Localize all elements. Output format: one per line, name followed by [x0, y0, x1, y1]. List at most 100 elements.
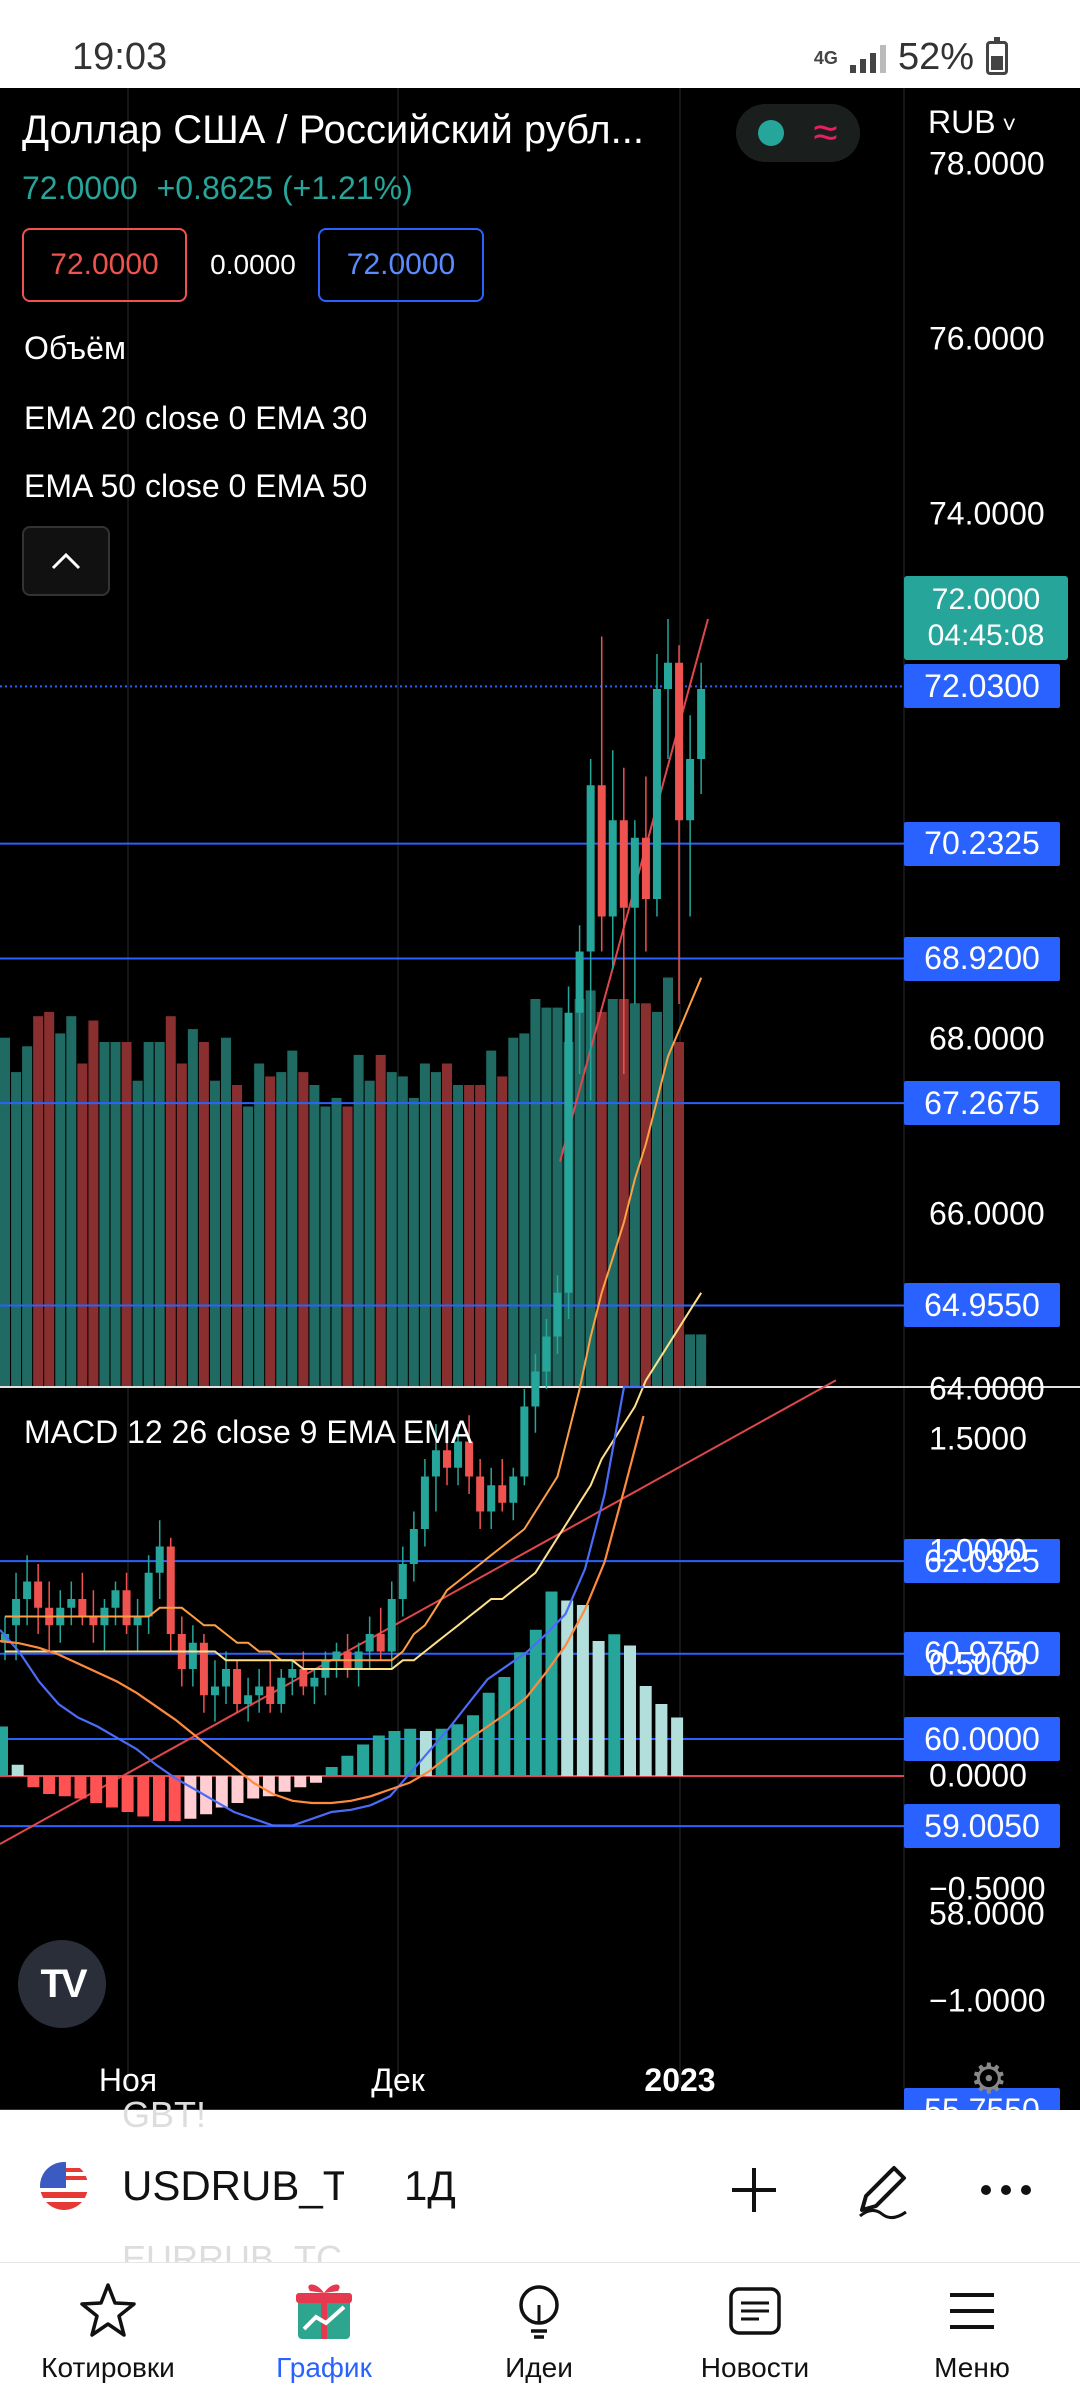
- volume-bar: [154, 1042, 165, 1386]
- price-change: +0.8625 (+1.21%): [156, 170, 413, 206]
- volume-legend[interactable]: Объём: [24, 330, 126, 366]
- ema-20-line: [5, 977, 703, 1662]
- more-dots-icon: [981, 2185, 1031, 2195]
- volume-bar: [320, 1106, 331, 1386]
- buy-button[interactable]: 72.0000: [318, 228, 484, 302]
- volume-bar: [464, 1085, 475, 1386]
- status-time: 19:03: [72, 36, 168, 78]
- volume-bar: [143, 1042, 154, 1386]
- market-status-toggle[interactable]: ≈: [736, 104, 860, 162]
- macd-histogram-bar: [404, 1728, 417, 1776]
- ema-legend-1[interactable]: EMA 20 close 0 EMA 30: [24, 400, 368, 436]
- currency-selector[interactable]: RUB ˅: [928, 104, 1016, 141]
- macd-histogram-bar: [168, 1776, 181, 1821]
- candle-body: [597, 785, 606, 917]
- macd-legend[interactable]: MACD 12 26 close 9 EMA EMA: [24, 1414, 473, 1450]
- macd-histogram-bar: [561, 1600, 574, 1776]
- macd-histogram-bar: [247, 1776, 260, 1799]
- volume-bar: [44, 1011, 55, 1386]
- macd-histogram-bar: [357, 1744, 370, 1776]
- lightbulb-icon: [519, 2285, 559, 2339]
- pencil-icon: [859, 2166, 907, 2219]
- volume-bar: [22, 1046, 33, 1386]
- add-button[interactable]: [714, 2150, 794, 2230]
- volume-bar: [121, 1042, 132, 1386]
- macd-histogram-bar: [639, 1686, 652, 1776]
- candle-body: [365, 1634, 374, 1652]
- macd-histogram-bar: [592, 1641, 605, 1776]
- gift-chart-icon: [296, 2284, 352, 2339]
- candle-body: [332, 1651, 341, 1661]
- volume-bar: [696, 1334, 707, 1386]
- volume-bar: [342, 1106, 353, 1386]
- nav-quotes[interactable]: Котировки: [8, 2262, 208, 2400]
- price-tick-label: 76.0000: [929, 320, 1045, 357]
- volume-bar: [497, 1076, 508, 1386]
- symbol-selector[interactable]: USDRUB_TOM: [122, 2162, 344, 2209]
- gear-icon[interactable]: ⚙: [970, 2055, 1008, 2102]
- ema-legend-2[interactable]: EMA 50 close 0 EMA 50: [24, 468, 368, 504]
- macd-histogram-bar: [310, 1776, 322, 1783]
- sell-button[interactable]: 72.0000: [22, 228, 187, 302]
- volume-bar: [618, 999, 629, 1386]
- signal-line: [0, 1415, 645, 1805]
- candle-body: [387, 1599, 396, 1652]
- candle-body: [509, 1476, 518, 1503]
- nav-ideas-label: Идеи: [505, 2352, 573, 2383]
- volume-bar: [530, 999, 541, 1386]
- collapse-legend-button[interactable]: [22, 526, 110, 596]
- volume-bar: [276, 1072, 287, 1386]
- symbol-title[interactable]: Доллар США / Российский рубл...: [22, 108, 644, 152]
- candle-body: [465, 1441, 474, 1477]
- candle-body: [454, 1441, 463, 1468]
- macd-histogram-bar: [11, 1764, 24, 1776]
- candle-body: [686, 759, 695, 821]
- macd-line: [0, 1385, 644, 1827]
- volume-bar: [651, 1011, 662, 1386]
- candle-body: [398, 1564, 407, 1599]
- macd-histogram-bar: [608, 1634, 621, 1776]
- macd-histogram-bar: [671, 1717, 684, 1776]
- level-price-tag: 72.0300: [904, 664, 1060, 709]
- more-button[interactable]: [966, 2150, 1046, 2230]
- tradingview-logo-icon[interactable]: TV: [18, 1940, 106, 2028]
- macd-histogram-bar: [105, 1776, 118, 1808]
- interval-selector[interactable]: 1Д: [404, 2162, 456, 2209]
- candle-body: [133, 1616, 142, 1626]
- drawing-tools-button[interactable]: [842, 2150, 922, 2230]
- chart-canvas[interactable]: [0, 88, 1080, 2110]
- volume-bar: [397, 1076, 408, 1386]
- last-price: 72.0000: [22, 170, 138, 206]
- volume-bar: [11, 1072, 22, 1386]
- battery-icon: [986, 36, 1008, 75]
- level-price-tag: 64.9550: [904, 1283, 1060, 1328]
- volume-bar: [287, 1050, 298, 1386]
- candle-body: [111, 1590, 120, 1608]
- nav-chart[interactable]: График: [224, 2262, 424, 2400]
- macd-histogram-bar: [372, 1735, 385, 1776]
- candle-body: [288, 1669, 297, 1678]
- nav-news[interactable]: Новости: [655, 2262, 855, 2400]
- volume-bar: [353, 1054, 364, 1386]
- nav-ideas[interactable]: Идеи: [439, 2262, 639, 2400]
- candle-body: [409, 1529, 418, 1564]
- macd-histogram-bar: [231, 1776, 244, 1803]
- currency-label: RUB: [928, 104, 996, 140]
- nav-menu[interactable]: Меню: [872, 2262, 1072, 2400]
- status-bar: 19:03 4G 52%: [0, 0, 1080, 88]
- candle-body: [12, 1599, 21, 1626]
- volume-bar: [243, 1106, 254, 1386]
- candle-body: [520, 1406, 529, 1477]
- spread-value: 0.0000: [210, 249, 296, 280]
- chevron-down-icon: ˅: [995, 112, 1017, 139]
- macd-histogram-bar: [153, 1776, 165, 1821]
- volume-bar: [66, 1016, 77, 1386]
- macd-histogram-bar: [624, 1645, 636, 1776]
- time-tick-label: Ноя: [98, 2062, 158, 2098]
- level-price-tag: 60.0000: [904, 1717, 1060, 1761]
- trendline: [0, 1379, 837, 1845]
- macd-histogram-bar: [278, 1776, 291, 1792]
- candle-body: [1, 1634, 9, 1643]
- price-tick-label: 80.0000: [929, 0, 1045, 8]
- volume-bar: [419, 1063, 430, 1386]
